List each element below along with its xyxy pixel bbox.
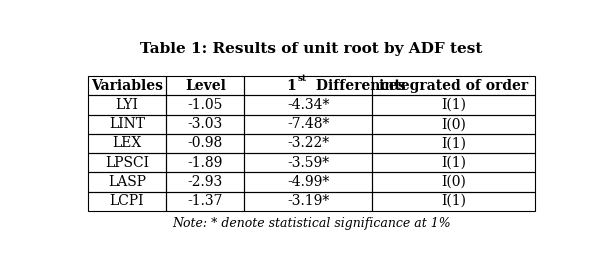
Text: $\mathregular{1}$: $\mathregular{1}$ [286,78,297,93]
Bar [88,76,166,95]
Text: -3.19*: -3.19* [287,194,330,208]
Text: I(1): I(1) [441,194,466,208]
Bar [372,153,536,172]
Text: -3.59*: -3.59* [287,156,330,170]
Bar [166,115,244,134]
Bar [166,191,244,211]
Text: Level: Level [185,79,226,93]
Text: I(0): I(0) [441,117,466,131]
Text: LEX: LEX [112,136,142,150]
Bar [372,172,536,191]
Text: integrated of order: integrated of order [379,79,528,93]
Text: LPSCI: LPSCI [105,156,149,170]
Text: I(1): I(1) [441,136,466,150]
Text: -0.98: -0.98 [188,136,223,150]
Bar [372,115,536,134]
Bar [88,115,166,134]
Bar [372,76,536,95]
Text: LCPI: LCPI [109,194,144,208]
Text: LINT: LINT [109,117,145,131]
Bar [244,191,372,211]
Bar [88,95,166,115]
Bar [372,95,536,115]
Bar [244,172,372,191]
Bar [244,134,372,153]
Text: -3.03: -3.03 [188,117,223,131]
Bar [372,134,536,153]
Text: Variables: Variables [91,79,163,93]
Bar [88,134,166,153]
Bar [88,191,166,211]
Bar [166,76,244,95]
Text: -4.99*: -4.99* [287,175,330,189]
Text: LYI: LYI [116,98,139,112]
Text: I(1): I(1) [441,156,466,170]
Bar [244,153,372,172]
Bar [166,172,244,191]
Text: Note: * denote statistical significance at 1%: Note: * denote statistical significance … [172,217,451,230]
Bar [244,76,372,95]
Text: Differences: Differences [311,79,405,93]
Bar [88,172,166,191]
Text: -2.93: -2.93 [188,175,223,189]
Text: LASP: LASP [108,175,146,189]
Bar [244,115,372,134]
Text: Table 1: Results of unit root by ADF test: Table 1: Results of unit root by ADF tes… [140,42,483,56]
Text: -3.22*: -3.22* [287,136,330,150]
Bar [88,153,166,172]
Bar [372,191,536,211]
Text: -7.48*: -7.48* [287,117,330,131]
Bar [166,153,244,172]
Text: -1.05: -1.05 [188,98,223,112]
Text: I(1): I(1) [441,98,466,112]
Bar [166,134,244,153]
Text: -1.89: -1.89 [188,156,223,170]
Text: -1.37: -1.37 [187,194,223,208]
Bar [244,95,372,115]
Text: I(0): I(0) [441,175,466,189]
Text: -4.34*: -4.34* [287,98,330,112]
Bar [166,95,244,115]
Text: st: st [297,74,306,83]
